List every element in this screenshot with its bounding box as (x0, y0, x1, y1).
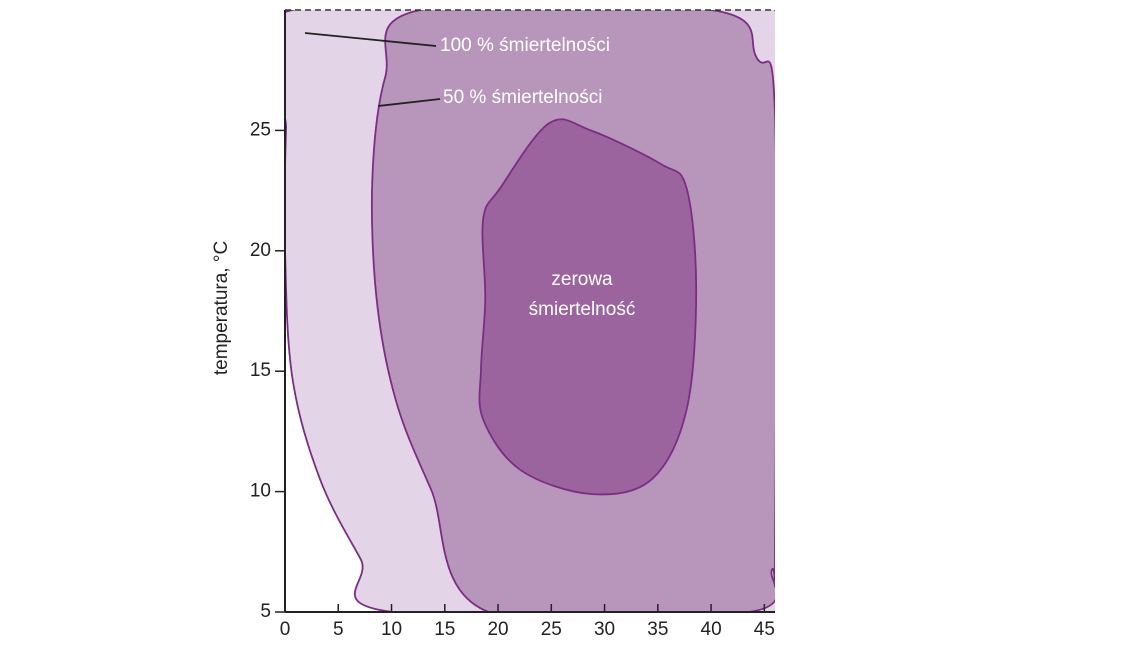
region-label: 50 % śmiertelności (443, 87, 602, 108)
leader-line (304, 32, 437, 47)
regions (285, 10, 775, 612)
y-tick-label: 10 (250, 481, 271, 502)
region (478, 118, 698, 496)
annotation: śmiertelność (529, 299, 636, 320)
y-tick-label: 20 (250, 240, 271, 261)
x-tick-label: 15 (434, 619, 455, 640)
y-axis-label: temperatura, °C (211, 241, 232, 375)
y-tick-label: 25 (250, 119, 271, 140)
x-tick-label: 5 (333, 619, 344, 640)
annotation: zerowa (551, 269, 613, 290)
region-label: 100 % śmiertelności (440, 35, 610, 56)
x-tick-label: 20 (487, 619, 508, 640)
leader-line (377, 98, 441, 107)
x-tick-label: 40 (701, 619, 722, 640)
x-tick-label: 25 (541, 619, 562, 640)
x-tick-label: 0 (280, 619, 291, 640)
x-tick-label: 30 (594, 619, 615, 640)
y-tick-label: 5 (260, 601, 271, 622)
y-tick-label: 15 (250, 360, 271, 381)
x-tick-label: 45 (754, 619, 775, 640)
x-tick-label: 35 (647, 619, 668, 640)
x-tick-label: 10 (381, 619, 402, 640)
